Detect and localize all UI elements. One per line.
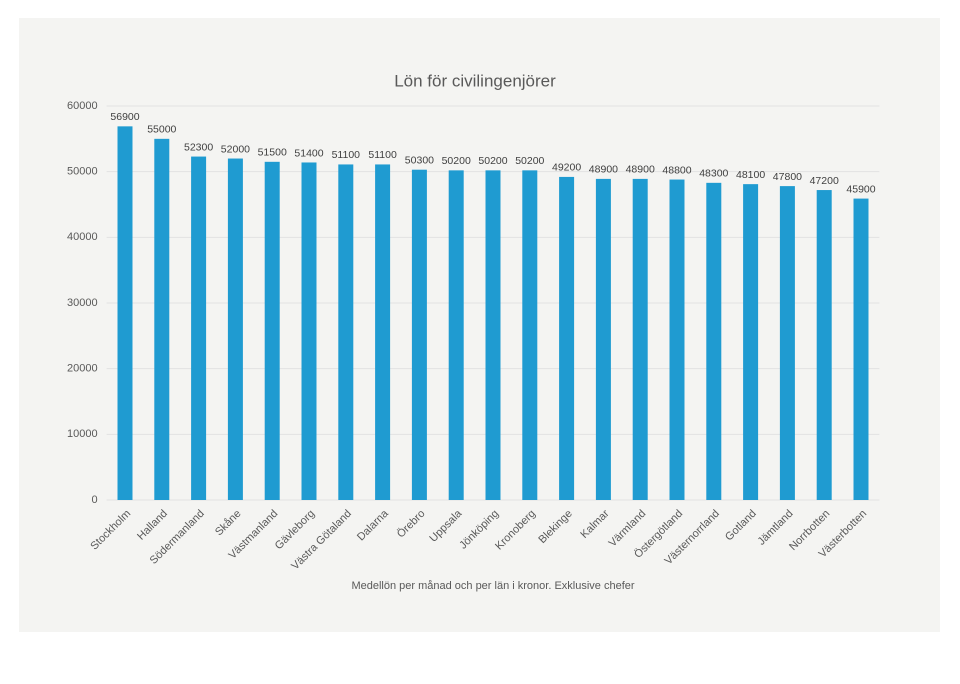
data-label: 51400 <box>294 147 323 159</box>
y-tick-label: 30000 <box>67 297 98 309</box>
bar <box>411 169 427 501</box>
bar <box>632 178 648 500</box>
y-tick-label: 50000 <box>67 166 98 178</box>
data-label: 56900 <box>110 111 139 123</box>
x-axis-label: Medellön per månad och per län i kronor.… <box>351 580 634 592</box>
bar <box>669 179 685 500</box>
y-tick-label: 60000 <box>67 100 98 112</box>
bar <box>485 170 501 500</box>
bar <box>117 126 133 501</box>
bar <box>816 190 832 500</box>
data-label: 45900 <box>846 183 875 195</box>
y-tick-label: 20000 <box>67 363 98 375</box>
data-label: 48100 <box>736 169 765 181</box>
bar <box>338 164 354 500</box>
bar <box>264 161 280 501</box>
y-tick-label: 40000 <box>67 231 98 243</box>
bar <box>375 164 391 500</box>
bar <box>154 138 170 501</box>
bar <box>522 170 538 500</box>
bar <box>191 156 207 500</box>
data-label: 50200 <box>515 155 544 167</box>
data-label: 48900 <box>626 164 655 176</box>
data-label: 51100 <box>368 149 397 161</box>
data-label: 49200 <box>552 162 581 174</box>
data-label: 51100 <box>332 149 361 161</box>
data-label: 52000 <box>221 143 250 155</box>
bar <box>301 162 317 500</box>
data-label: 47800 <box>773 171 802 183</box>
y-tick-label: 0 <box>91 494 97 506</box>
bar <box>706 182 722 500</box>
data-label: 48800 <box>662 164 691 176</box>
bar <box>227 158 243 501</box>
data-label: 51500 <box>258 147 287 159</box>
chart-title: Lön för civilingenjörer <box>394 71 556 90</box>
bar <box>448 170 464 500</box>
bar <box>743 184 759 501</box>
bar <box>853 198 869 500</box>
data-label: 47200 <box>810 175 839 187</box>
data-label: 52300 <box>184 141 213 153</box>
data-label: 48900 <box>589 164 618 176</box>
data-label: 50200 <box>478 155 507 167</box>
bar <box>559 176 575 501</box>
bar <box>779 186 795 500</box>
data-label: 50300 <box>405 154 434 166</box>
y-tick-label: 10000 <box>67 428 98 440</box>
data-label: 50200 <box>442 155 471 167</box>
data-label: 55000 <box>147 124 176 136</box>
data-label: 48300 <box>699 168 728 180</box>
bar <box>595 178 611 500</box>
